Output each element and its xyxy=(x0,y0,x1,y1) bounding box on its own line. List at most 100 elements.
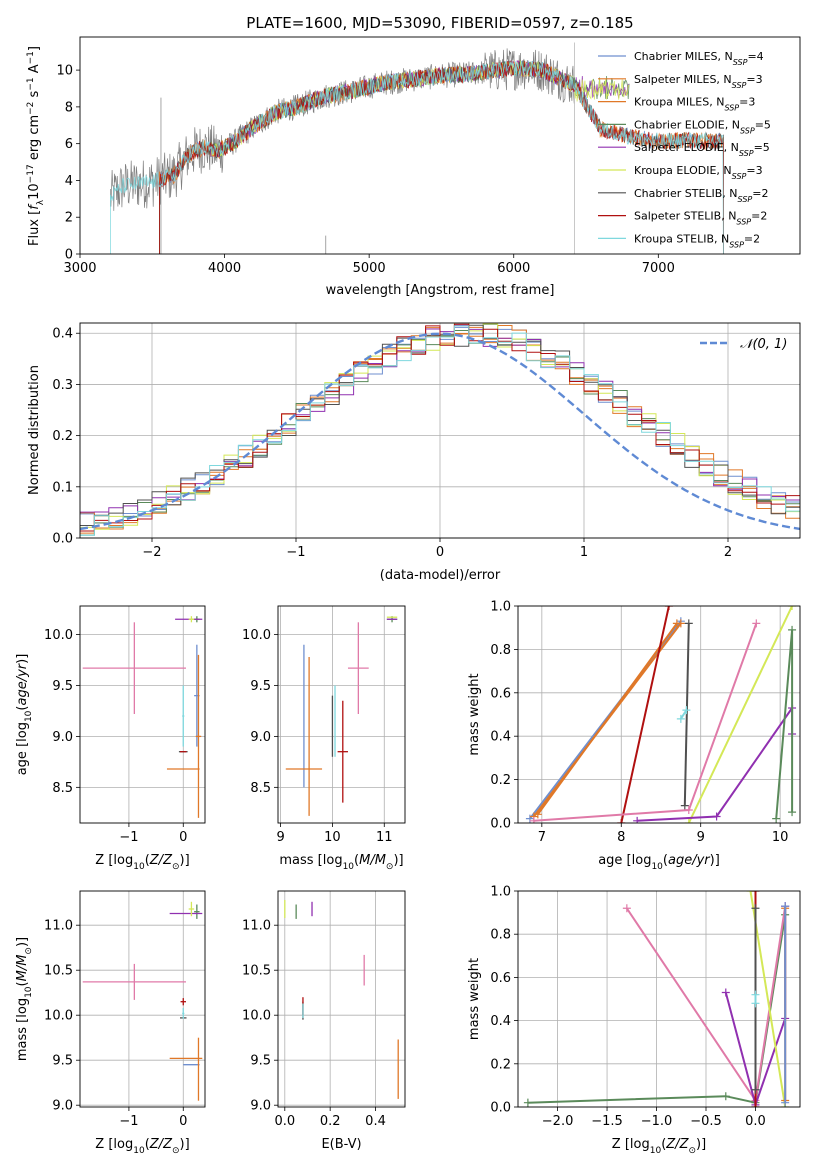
y-tick-label: 0.4 xyxy=(490,1014,511,1029)
y-tick-label: 9.0 xyxy=(250,730,271,745)
mass-weight-point xyxy=(772,814,781,823)
legend-label-part: SSP xyxy=(733,58,748,67)
mass-weight-point xyxy=(781,1098,790,1107)
legend-label-part: Chabrier MILES, N xyxy=(634,50,733,63)
axes-frame xyxy=(277,605,406,824)
grid xyxy=(518,890,800,1108)
observed-spectrum-line xyxy=(110,48,575,211)
x-axis-label: Z [log10(Z/Z⊙)] xyxy=(95,853,189,872)
model-spectrum-line xyxy=(159,60,724,254)
y-tick-label: 0.8 xyxy=(490,928,511,943)
mass-weight-point xyxy=(633,816,642,823)
legend-label-part: =2 xyxy=(744,232,760,245)
axes-frame xyxy=(517,890,801,1108)
y-tick-label: 0.2 xyxy=(52,429,73,444)
mass-weight-point xyxy=(712,812,721,821)
x-tick-label: 0.0 xyxy=(274,1114,295,1129)
y-tick-label: 0.6 xyxy=(490,686,511,701)
y-tick-label: 11.0 xyxy=(44,919,73,934)
legend-label: Kroupa MILES, NSSP=3 xyxy=(634,96,755,113)
y-tick-label: 0 xyxy=(65,248,73,263)
legend-label-part: SSP xyxy=(736,217,751,226)
x-tick-label: −1.0 xyxy=(641,1114,673,1129)
mass-weight-point xyxy=(751,891,760,895)
x-tick-label: 10 xyxy=(324,830,341,845)
axes-frame xyxy=(517,605,801,824)
y-tick-label: 10.0 xyxy=(242,628,271,643)
mass-weight-point xyxy=(622,904,631,913)
legend-label-part: =5 xyxy=(754,141,770,154)
mass-weight-line xyxy=(683,623,690,806)
mass-weight-point xyxy=(788,606,797,610)
y-tick-label: 10.5 xyxy=(44,964,73,979)
residual-histogram-line xyxy=(80,325,800,536)
y-axis-label: mass [log10(M/M⊙)] xyxy=(15,937,34,1061)
x-tick-label: 0.4 xyxy=(365,1114,386,1129)
residual-histogram-panel: −2 −1 0 1 2 0.0 0.1 0.2 0.3 0.4 (data-model)/error… xyxy=(27,322,801,583)
y-tick-label: 4 xyxy=(65,174,73,189)
y-tick-label: 9.5 xyxy=(250,1054,271,1069)
grid xyxy=(80,323,800,539)
x-tick-label: 9 xyxy=(276,830,284,845)
y-tick-label: 0.1 xyxy=(52,480,73,495)
axes-frame xyxy=(79,36,801,255)
y-tick-label: 9.0 xyxy=(250,1099,271,1114)
residual-histogram-line xyxy=(80,323,800,532)
y-tick-label: 8.5 xyxy=(250,781,271,796)
mass-weight-line xyxy=(537,622,678,815)
y-tick-label: 0.8 xyxy=(490,643,511,658)
x-tick-label: 0.2 xyxy=(320,1114,341,1129)
legend-label: Kroupa ELODIE, NSSP=3 xyxy=(634,164,763,181)
y-axis-label: Flux [fλ10−17 erg cm−2 s−1 A−1] xyxy=(26,46,46,246)
legend-label: Salpeter STELIB, NSSP=2 xyxy=(634,210,767,227)
model-spectrum-line xyxy=(159,60,724,254)
plot-area xyxy=(285,616,398,816)
y-tick-label: 9.5 xyxy=(250,679,271,694)
axes-frame xyxy=(79,605,206,824)
residual-histogram-line xyxy=(80,323,800,530)
axes-frame xyxy=(79,322,801,539)
mass-weight-point xyxy=(664,606,673,610)
gaussian-curve xyxy=(80,332,800,531)
y-tick-label: 2 xyxy=(65,211,73,226)
x-tick-label: −1.5 xyxy=(591,1114,623,1129)
y-axis-label: Normed distribution xyxy=(27,365,42,495)
mass-weight-point xyxy=(533,810,542,819)
y-tick-label: 10.5 xyxy=(242,964,271,979)
x-axis-label: wavelength [Angstrom, rest frame] xyxy=(326,283,555,298)
mass-weight-line xyxy=(775,629,794,819)
grid xyxy=(80,606,205,823)
x-tick-label: −1 xyxy=(119,830,138,845)
x-tick-label: −2.0 xyxy=(542,1114,574,1129)
mass-weight-point xyxy=(721,988,730,997)
mass-weight-point xyxy=(751,904,760,913)
y-tick-label: 10 xyxy=(56,64,73,79)
y-tick-label: 8 xyxy=(65,100,73,115)
plot-area xyxy=(82,901,203,1101)
plot-area xyxy=(284,900,399,1099)
mass-weight-point xyxy=(788,625,797,634)
y-tick-label: 0.4 xyxy=(490,730,511,745)
plot-area xyxy=(80,323,800,536)
model-spectrum-line xyxy=(159,60,724,254)
y-tick-label: 0.2 xyxy=(490,1057,511,1072)
y-tick-label: 9.0 xyxy=(52,730,73,745)
x-tick-label: 5000 xyxy=(353,261,386,276)
chart-title: PLATE=1600, MJD=53090, FIBERID=0597, z=0… xyxy=(246,14,633,32)
legend-label-part: SSP xyxy=(729,240,744,249)
grid xyxy=(80,891,205,1107)
x-axis-label: age [log10(age/yr)] xyxy=(598,853,720,872)
legend-label: Chabrier ELODIE, NSSP=5 xyxy=(634,118,771,135)
x-tick-label: 3000 xyxy=(63,261,96,276)
model-spectrum-line xyxy=(110,60,724,254)
legend-label: Salpeter ELODIE, NSSP=5 xyxy=(634,141,770,158)
model-spectrum-line xyxy=(159,60,724,254)
x-tick-label: −2 xyxy=(142,545,161,560)
x-tick-label: −1 xyxy=(119,1114,138,1129)
legend-label-part: Kroupa ELODIE, N xyxy=(634,164,732,177)
model-spectrum-line xyxy=(159,59,724,254)
y-tick-label: 0.0 xyxy=(490,1101,511,1116)
mass-weight-point xyxy=(529,816,538,823)
